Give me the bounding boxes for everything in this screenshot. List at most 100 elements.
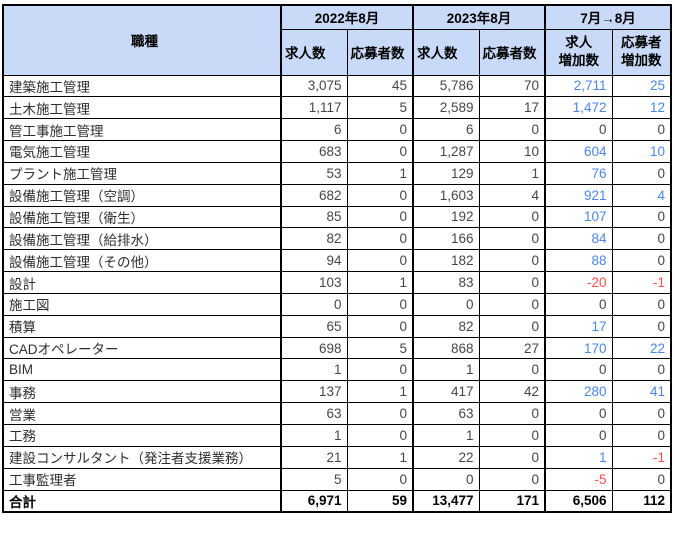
value-cell: 0 [346, 205, 414, 229]
value-cell: 0 [478, 118, 546, 142]
value-cell: 1 [412, 358, 480, 382]
table-row: プラント施工管理 53 1 129 1 76 0 [2, 161, 672, 185]
value-cell: 0 [611, 314, 672, 338]
value-cell: 0 [346, 402, 414, 425]
value-cell: 192 [412, 205, 480, 229]
value-cell: 171 [478, 489, 546, 513]
table-row: 設備施工管理（空調） 682 0 1,603 4 921 4 [2, 183, 672, 207]
value-cell: 0 [346, 467, 414, 491]
job-category-cell: 工事監理者 [2, 467, 282, 491]
job-category-cell: 施工図 [2, 292, 282, 316]
table-body: 建築施工管理 3,075 45 5,786 70 2,711 25 土木施工管理 1,117 5 2… [2, 74, 672, 513]
value-cell: 280 [544, 380, 613, 404]
value-cell: 921 [544, 183, 613, 207]
value-cell: 0 [478, 227, 546, 251]
value-cell: 22 [412, 445, 480, 469]
subheader-applicants-increase: 応募者 増加数 [611, 28, 672, 76]
value-cell: 1,117 [280, 96, 348, 120]
value-cell: 1 [478, 161, 546, 185]
value-cell: 0 [346, 249, 414, 273]
corner-header-job-type: 職種 [2, 4, 282, 76]
value-cell: 170 [544, 336, 613, 360]
value-cell: 0 [412, 467, 480, 491]
value-cell: 0 [346, 314, 414, 338]
job-category-cell: CADオペレーター [2, 336, 282, 360]
table-row: 建築施工管理 3,075 45 5,786 70 2,711 25 [2, 74, 672, 98]
value-cell: 10 [478, 140, 546, 163]
value-cell: 0 [544, 292, 613, 316]
value-cell: 76 [544, 161, 613, 185]
value-cell: 22 [611, 336, 672, 360]
value-cell: -1 [611, 445, 672, 469]
job-category-cell: 設計 [2, 271, 282, 294]
value-cell: 0 [478, 445, 546, 469]
value-cell: 0 [478, 358, 546, 382]
value-cell: 112 [611, 489, 672, 513]
value-cell: 0 [346, 183, 414, 207]
value-cell: 27 [478, 336, 546, 360]
table-row: 設備施工管理（衛生） 85 0 192 0 107 0 [2, 205, 672, 229]
job-category-cell: 積算 [2, 314, 282, 338]
job-category-cell: 事務 [2, 380, 282, 404]
table-row: 営業 63 0 63 0 0 0 [2, 402, 672, 425]
table-header: 職種 2022年8月 2023年8月 7月→8月 求人数 応募者数 求人数 応募… [2, 4, 672, 76]
value-cell: 683 [280, 140, 348, 163]
value-cell: -20 [544, 271, 613, 294]
value-cell: 17 [478, 96, 546, 120]
job-category-cell: 建築施工管理 [2, 74, 282, 98]
job-category-cell: 設備施工管理（衛生） [2, 205, 282, 229]
header-group-row: 職種 2022年8月 2023年8月 7月→8月 [2, 4, 672, 76]
job-category-cell: 土木施工管理 [2, 96, 282, 120]
group-header-2023-08: 2023年8月 [412, 4, 546, 30]
value-cell: 1,472 [544, 96, 613, 120]
subheader-openings-2022: 求人数 [280, 28, 348, 76]
value-cell: 3,075 [280, 74, 348, 98]
value-cell: 94 [280, 249, 348, 273]
value-cell: 84 [544, 227, 613, 251]
job-category-cell: 営業 [2, 402, 282, 425]
value-cell: 0 [280, 292, 348, 316]
value-cell: 0 [346, 227, 414, 251]
table-row: 電気施工管理 683 0 1,287 10 604 10 [2, 140, 672, 163]
value-cell: 0 [346, 140, 414, 163]
table-row: 土木施工管理 1,117 5 2,589 17 1,472 12 [2, 96, 672, 120]
value-cell: 10 [611, 140, 672, 163]
value-cell: 0 [611, 424, 672, 447]
table-row: BIM 1 0 1 0 0 0 [2, 358, 672, 382]
table-row: 建設コンサルタント（発注者支援業務） 21 1 22 0 1 -1 [2, 445, 672, 469]
value-cell: 604 [544, 140, 613, 163]
table-row: 施工図 0 0 0 0 0 0 [2, 292, 672, 316]
value-cell: 2,589 [412, 96, 480, 120]
table-row: 積算 65 0 82 0 17 0 [2, 314, 672, 338]
value-cell: 1 [280, 358, 348, 382]
subheader-openings-increase: 求人 増加数 [544, 28, 613, 76]
value-cell: 1,287 [412, 140, 480, 163]
group-header-jul-to-aug: 7月→8月 [544, 4, 672, 30]
value-cell: 85 [280, 205, 348, 229]
value-cell: 0 [478, 467, 546, 491]
job-category-cell: 設備施工管理（給排水） [2, 227, 282, 251]
table-row: 工事監理者 5 0 0 0 -5 0 [2, 467, 672, 491]
value-cell: 1 [346, 161, 414, 185]
value-cell: 182 [412, 249, 480, 273]
job-category-cell: BIM [2, 358, 282, 382]
value-cell: 0 [611, 227, 672, 251]
value-cell: 42 [478, 380, 546, 404]
value-cell: 0 [611, 161, 672, 185]
value-cell: 166 [412, 227, 480, 251]
value-cell: 137 [280, 380, 348, 404]
value-cell: 682 [280, 183, 348, 207]
value-cell: 4 [611, 183, 672, 207]
value-cell: 0 [611, 118, 672, 142]
value-cell: 0 [611, 205, 672, 229]
value-cell: 70 [478, 74, 546, 98]
value-cell: 0 [544, 402, 613, 425]
table-row: 設計 103 1 83 0 -20 -1 [2, 271, 672, 294]
value-cell: 0 [478, 402, 546, 425]
value-cell: 698 [280, 336, 348, 360]
value-cell: 5 [280, 467, 348, 491]
header-sub-row: 求人数 応募者数 求人数 応募者数 求人 増加数 応募者 増加数 [3, 28, 672, 76]
value-cell: 25 [611, 74, 672, 98]
value-cell: 1 [544, 445, 613, 469]
value-cell: 41 [611, 380, 672, 404]
